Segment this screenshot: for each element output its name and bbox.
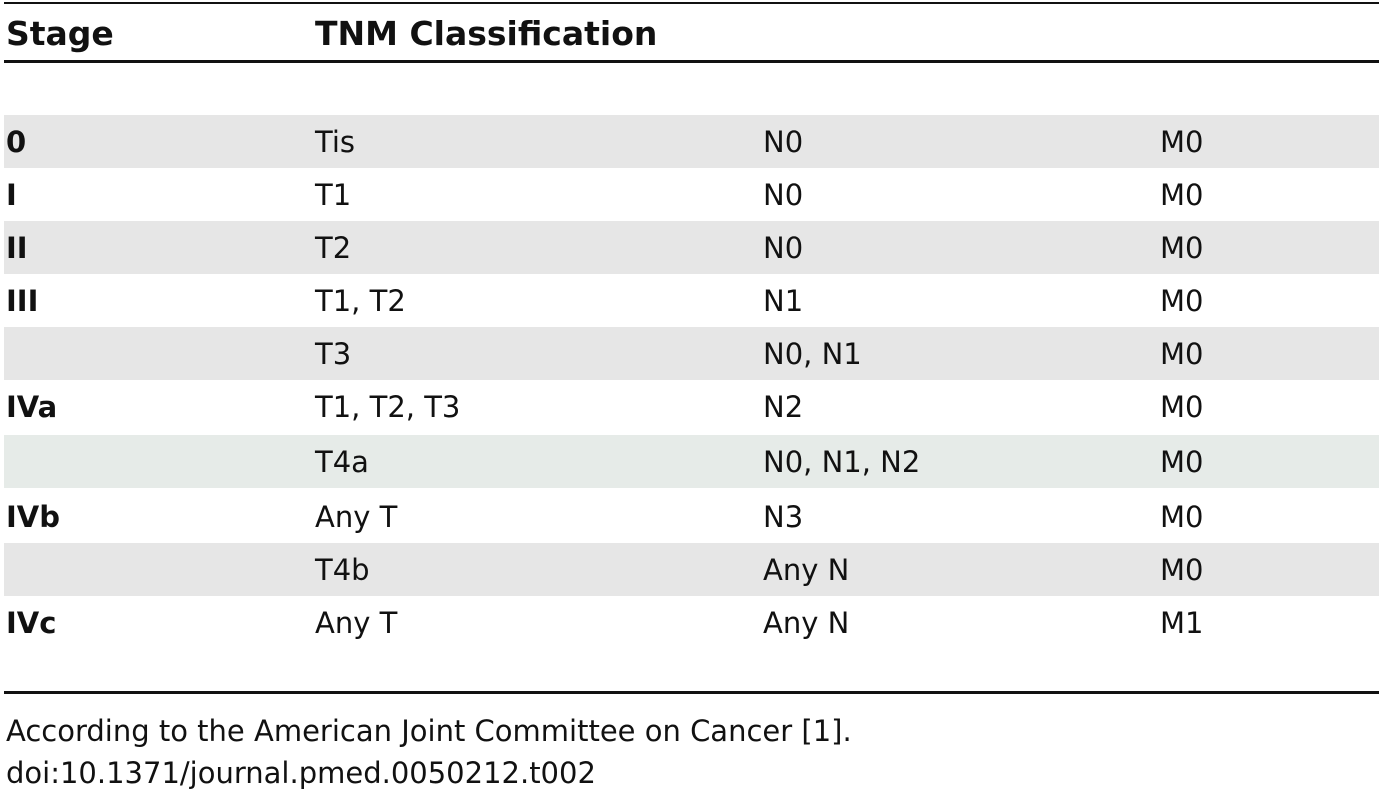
m-cell: M0: [1160, 553, 1204, 587]
n-cell: Any N: [763, 606, 850, 640]
m-cell: M0: [1160, 284, 1204, 318]
m-cell: M0: [1160, 445, 1204, 479]
t-cell: T1, T2: [315, 284, 406, 318]
table-row: IVc Any T Any N M1: [4, 596, 1379, 649]
stage-cell: II: [6, 231, 28, 265]
m-cell: M0: [1160, 125, 1204, 159]
table-row: IVa T1, T2, T3 N2 M0: [4, 380, 1379, 433]
m-cell: M1: [1160, 606, 1204, 640]
footnote: doi:10.1371/journal.pmed.0050212.t002: [6, 756, 596, 790]
t-cell: Any T: [315, 500, 398, 534]
t-cell: Tis: [315, 125, 355, 159]
t-cell: T1, T2, T3: [315, 390, 461, 424]
stage-cell: IVa: [6, 390, 58, 424]
t-cell: T1: [315, 178, 352, 212]
t-cell: T2: [315, 231, 352, 265]
t-cell: T4a: [315, 445, 369, 479]
n-cell: N0, N1, N2: [763, 445, 921, 479]
table-row: II T2 N0 M0: [4, 221, 1379, 274]
m-cell: M0: [1160, 337, 1204, 371]
n-cell: N2: [763, 390, 804, 424]
stage-cell: 0: [6, 125, 27, 159]
m-cell: M0: [1160, 231, 1204, 265]
table-row: T3 N0, N1 M0: [4, 327, 1379, 380]
bottom-rule: [4, 691, 1379, 694]
stage-cell: IVc: [6, 606, 57, 640]
n-cell: N0: [763, 231, 804, 265]
n-cell: N1: [763, 284, 804, 318]
stage-cell: IVb: [6, 500, 60, 534]
m-cell: M0: [1160, 500, 1204, 534]
table-row: 0 Tis N0 M0: [4, 115, 1379, 168]
t-cell: T3: [315, 337, 352, 371]
table-row: T4b Any N M0: [4, 543, 1379, 596]
table-row: T4a N0, N1, N2 M0: [4, 435, 1379, 488]
table-row: I T1 N0 M0: [4, 168, 1379, 221]
n-cell: N0: [763, 125, 804, 159]
table-row: IVb Any T N3 M0: [4, 490, 1379, 543]
m-cell: M0: [1160, 178, 1204, 212]
n-cell: N0: [763, 178, 804, 212]
stage-cell: III: [6, 284, 39, 318]
t-cell: Any T: [315, 606, 398, 640]
n-cell: N0, N1: [763, 337, 862, 371]
footnote: According to the American Joint Committe…: [6, 714, 852, 748]
n-cell: Any N: [763, 553, 850, 587]
t-cell: T4b: [315, 553, 370, 587]
n-cell: N3: [763, 500, 804, 534]
m-cell: M0: [1160, 390, 1204, 424]
stage-cell: I: [6, 178, 17, 212]
table-row: III T1, T2 N1 M0: [4, 274, 1379, 327]
header-cell: TNM Classification: [315, 14, 658, 53]
header-cell: Stage: [6, 14, 114, 53]
top-rule: [4, 2, 1379, 4]
header-rule: [4, 60, 1379, 63]
